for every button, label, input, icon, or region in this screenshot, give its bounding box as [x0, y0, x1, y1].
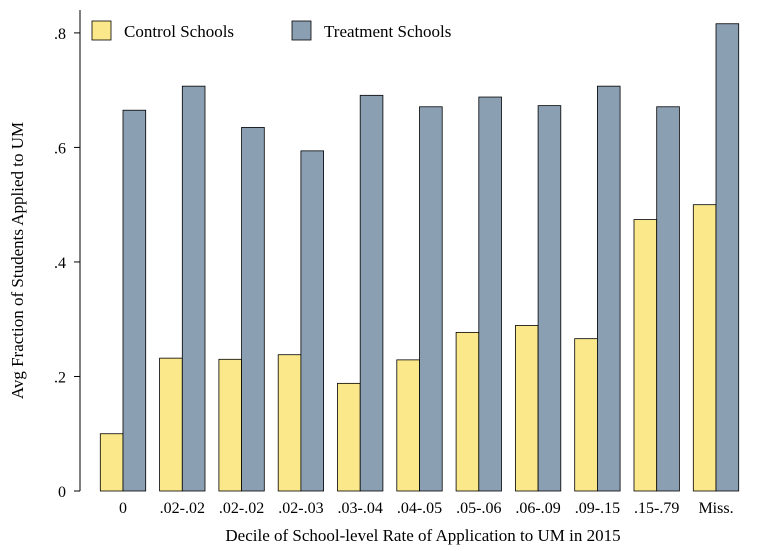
- x-tick-label: .06-.09: [515, 500, 560, 517]
- y-tick-label: .6: [54, 140, 66, 157]
- treatment-bar: [122, 109, 147, 492]
- y-tick-label: .8: [54, 26, 66, 43]
- control-bar: [396, 359, 420, 492]
- x-tick-label: .09-.15: [575, 500, 620, 517]
- control-bar: [99, 433, 124, 492]
- legend-label: Treatment Schools: [324, 22, 451, 41]
- x-ticks-group: 0 .02-.02 .02-.02 .02-.03 .03-.04 .04-.05 .05-…: [119, 500, 734, 517]
- control-bar: [692, 204, 717, 492]
- treatment-bar: [419, 106, 443, 492]
- x-tick-label: .02-.03: [278, 500, 323, 517]
- x-tick-label: .02-.02: [160, 500, 205, 517]
- legend: Control Schools Treatment Schools: [91, 20, 451, 41]
- y-tick-label: .4: [54, 255, 66, 272]
- control-bar: [277, 354, 302, 492]
- bars-group: [99, 23, 740, 492]
- treatment-bar: [241, 126, 265, 492]
- treatment-bar: [656, 106, 680, 492]
- x-axis-label: Decile of School-level Rate of Applicati…: [225, 526, 620, 545]
- y-tick-label: .2: [54, 369, 66, 386]
- control-bar: [159, 357, 183, 492]
- control-bar: [515, 325, 539, 492]
- treatment-bar: [181, 85, 206, 492]
- x-tick-label: 0: [119, 500, 127, 517]
- y-ticks-group: 0 .2 .4 .6 .8: [54, 26, 80, 501]
- legend-swatch: [91, 20, 112, 41]
- legend-swatch: [291, 20, 312, 41]
- x-tick-label: .02-.02: [219, 500, 264, 517]
- x-tick-label: Miss.: [698, 500, 733, 517]
- x-tick-label: .15-.79: [634, 500, 679, 517]
- control-bar: [218, 358, 242, 492]
- y-axis-label: Avg Fraction of Students Applied to UM: [8, 122, 27, 399]
- treatment-bar: [537, 105, 562, 492]
- control-bar: [633, 219, 658, 492]
- treatment-bar: [478, 96, 502, 492]
- y-tick-label: 0: [58, 484, 66, 501]
- control-bar: [455, 331, 480, 492]
- control-bar: [337, 382, 361, 492]
- control-bar: [574, 338, 598, 492]
- x-tick-label: .05-.06: [456, 500, 501, 517]
- legend-label: Control Schools: [124, 22, 234, 41]
- treatment-bar: [359, 94, 384, 492]
- treatment-bar: [597, 85, 621, 492]
- treatment-bar: [300, 150, 324, 492]
- x-tick-label: .04-.05: [397, 500, 442, 517]
- treatment-bar: [715, 23, 740, 492]
- x-tick-label: .03-.04: [338, 500, 383, 517]
